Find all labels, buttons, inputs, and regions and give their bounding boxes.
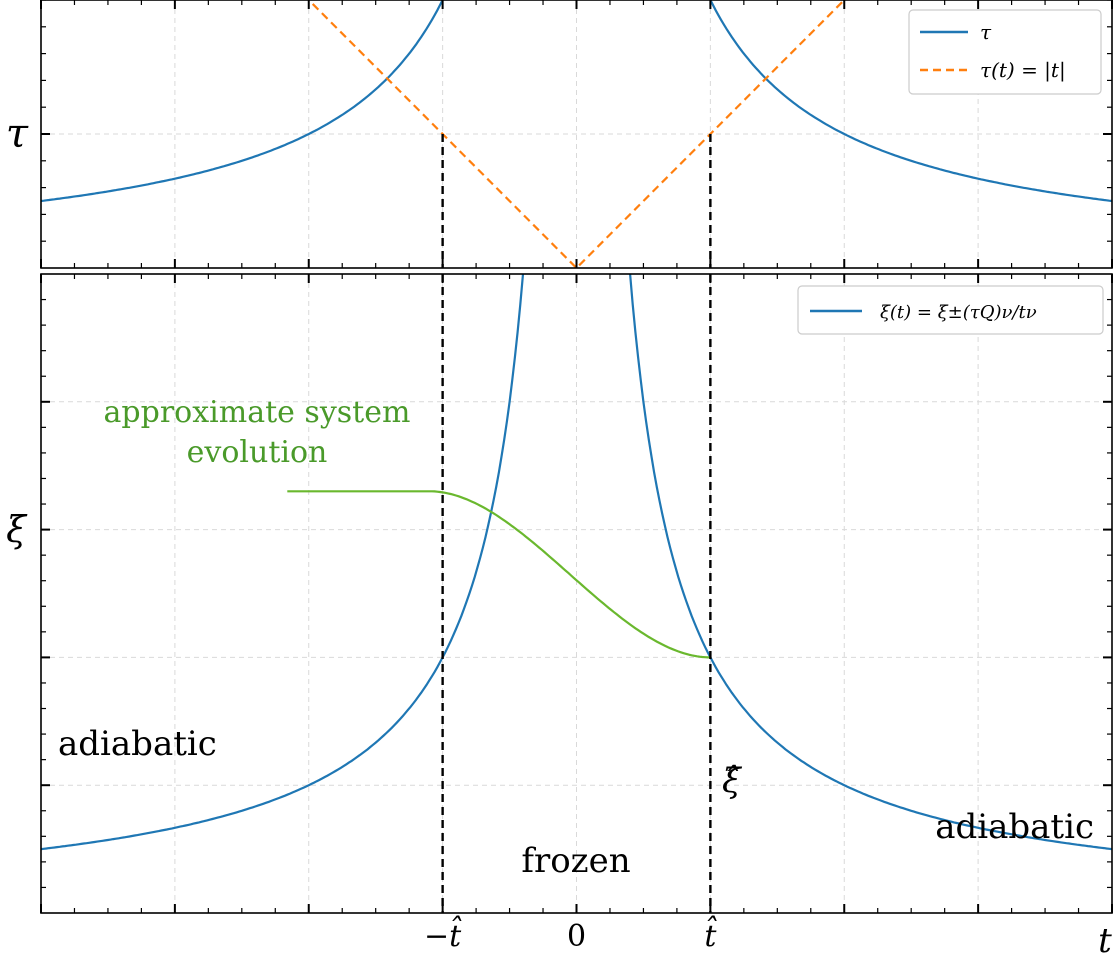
annotation-frozen: frozen xyxy=(521,841,630,881)
bottom-legend: ξ(t) = ξ±(τQ)ν/tν xyxy=(797,285,1104,335)
bottom-panel: ξ(t) = ξ±(τQ)ν/tν approximate system evo… xyxy=(6,273,1113,956)
annotation-approx-line2: evolution xyxy=(187,435,328,470)
bottom-xlabel: t xyxy=(1098,921,1112,956)
top-grid xyxy=(41,0,1112,268)
bottom-axes-frame xyxy=(40,273,1113,914)
top-axes-frame xyxy=(40,0,1113,269)
top-ytick-label: τ xyxy=(6,111,29,157)
bottom-ytick-label: ξ xyxy=(6,510,28,551)
xi-curve xyxy=(41,274,1112,851)
top-legend: τ τ(t) = |t| xyxy=(908,9,1102,95)
xtick-label-that: t̂ xyxy=(704,915,717,954)
legend-abs-t-label: τ(t) = |t| xyxy=(980,58,1066,83)
annotation-adiabatic-right: adiabatic xyxy=(935,807,1094,847)
bottom-legend-box xyxy=(797,285,1104,335)
annotation-xi-hat: ξ̂ xyxy=(722,761,743,801)
approximate-evolution-curve xyxy=(287,490,711,659)
xtick-label-minus-that: −t̂ xyxy=(424,915,462,954)
xtick-label-zero: 0 xyxy=(567,919,586,954)
annotation-approx-line1: approximate system xyxy=(104,395,411,430)
legend-xi-label: ξ(t) = ξ±(τQ)ν/tν xyxy=(880,302,1037,323)
top-panel: τ τ τ(t) = |t| xyxy=(6,0,1113,269)
legend-tau-label: τ xyxy=(980,20,992,44)
tau-curve xyxy=(41,0,1112,203)
annotation-adiabatic-left: adiabatic xyxy=(58,724,217,764)
